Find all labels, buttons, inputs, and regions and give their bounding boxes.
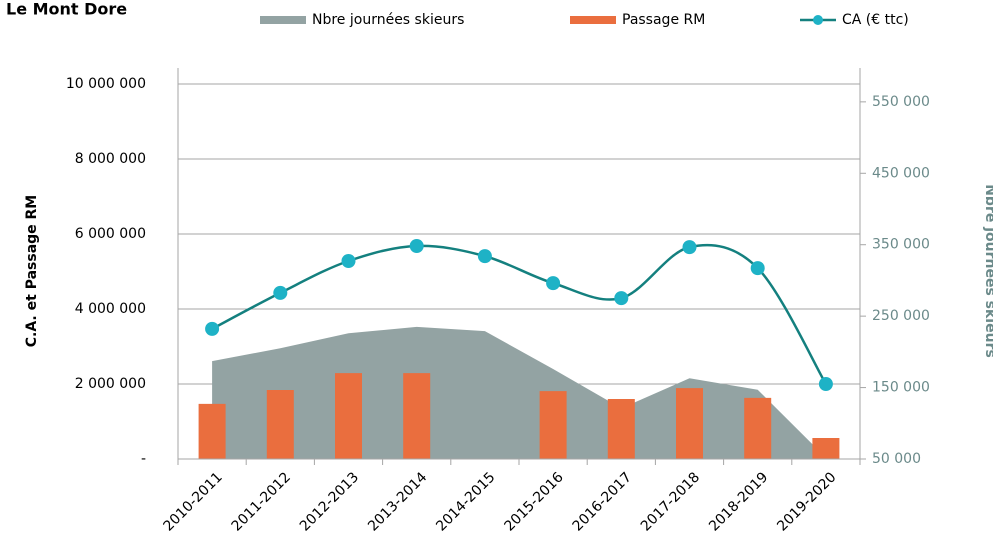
marker [818, 377, 833, 391]
y-tick-label: 10 000 000 [66, 76, 146, 92]
legend-swatch [570, 16, 616, 24]
y2-tick-label: 450 000 [872, 165, 930, 181]
bar [607, 399, 635, 459]
marker [614, 291, 629, 306]
y2-tick-label: 50 000 [872, 451, 921, 467]
line [211, 243, 827, 385]
chart-title: Le Mont Dore [6, 0, 127, 19]
y-tick-label: - [141, 451, 146, 467]
x-tick-label: 2015-2016 [501, 469, 566, 534]
x-tick-label: 2011-2012 [229, 469, 294, 534]
y-tick-label: 6 000 000 [75, 226, 146, 242]
y2-tick-label: 250 000 [872, 308, 930, 324]
y2-axis-label: Nbre journées skieurs [982, 184, 993, 358]
legend-label: Passage RM [622, 12, 705, 28]
legend-swatch [813, 15, 823, 25]
bar [335, 373, 362, 459]
marker [546, 276, 561, 291]
marker [273, 285, 288, 300]
legend-swatch [260, 16, 306, 24]
y-axis-label: C.A. et Passage RM [24, 195, 40, 348]
marker [682, 240, 697, 255]
bar [403, 373, 431, 459]
marker [341, 254, 356, 268]
x-tick-label: 2016-2017 [570, 469, 635, 534]
bar [266, 390, 294, 459]
marker [409, 239, 424, 253]
legend-label: Nbre journées skieurs [312, 12, 464, 28]
marker [205, 321, 220, 336]
bar [198, 403, 226, 459]
x-tick-label: 2012-2013 [297, 469, 362, 534]
x-tick-label: 2013-2014 [365, 469, 430, 534]
marker [750, 261, 765, 276]
bar [812, 438, 840, 459]
area [212, 326, 826, 459]
x-tick-label: 2018-2019 [706, 469, 771, 534]
marker [477, 249, 492, 264]
x-tick-label: 2014-2015 [433, 469, 498, 534]
y-tick-label: 4 000 000 [75, 301, 146, 317]
legend-label: CA (€ ttc) [842, 12, 909, 28]
bar [539, 391, 567, 459]
bar [744, 397, 772, 459]
x-tick-label: 2010-2011 [160, 469, 225, 534]
y-tick-label: 8 000 000 [75, 151, 146, 167]
y2-tick-label: 550 000 [872, 94, 930, 110]
bar [676, 388, 703, 459]
y2-tick-label: 150 000 [872, 380, 930, 396]
y2-tick-label: 350 000 [872, 237, 930, 253]
x-tick-label: 2017-2018 [638, 469, 703, 534]
x-tick-label: 2019-2020 [774, 469, 839, 534]
y-tick-label: 2 000 000 [75, 376, 146, 392]
